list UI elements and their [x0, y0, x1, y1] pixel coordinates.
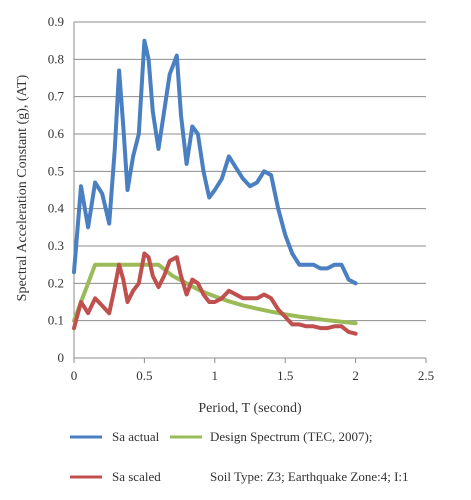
y-tick-label: 0.6: [48, 126, 65, 141]
axes: [73, 22, 427, 363]
y-tick-label: 0.4: [48, 201, 65, 216]
y-tick-label: 0: [58, 350, 65, 365]
x-tick-label: 0.5: [136, 368, 152, 383]
y-tick-labels: 0 0.1 0.2 0.3 0.4 0.5 0.6 0.7 0.8 0.9: [48, 14, 65, 365]
y-tick-label: 0.5: [48, 163, 64, 178]
x-tick-label: 1.5: [277, 368, 293, 383]
series-lines: [72, 38, 358, 336]
x-tick-label: 2: [352, 368, 359, 383]
series-line-design-spectrum-tec-2007: [72, 262, 358, 326]
legend-note: Soil Type: Z3; Earthquake Zone:4; I:1: [210, 469, 409, 484]
series-line-sa-actual: [72, 38, 358, 286]
legend-label-sa-actual: Sa actual: [112, 429, 160, 444]
y-tick-label: 0.1: [48, 313, 64, 328]
grid: [74, 21, 426, 322]
x-axis-label: Period, T (second): [198, 401, 302, 416]
x-tick-label: 1: [212, 368, 219, 383]
x-tick-label: 2.5: [418, 368, 434, 383]
legend-label-design-spectrum: Design Spectrum (TEC, 2007);: [210, 429, 372, 444]
y-tick-label: 0.9: [48, 14, 64, 29]
legend-label-sa-scaled: Sa scaled: [112, 469, 161, 484]
y-tick-label: 0.7: [48, 89, 65, 104]
x-tick-label: 0: [71, 368, 78, 383]
legend: Sa actual Sa scaled Design Spectrum (TEC…: [70, 429, 409, 484]
series-line-sa-scaled: [72, 251, 358, 336]
y-tick-label: 0.3: [48, 238, 64, 253]
y-tick-label: 0.8: [48, 51, 64, 66]
y-axis-label: Spectral Acceleration Constant (g), (AT): [15, 74, 30, 301]
x-tick-labels: 0 0.5 1 1.5 2 2.5: [71, 368, 434, 383]
y-tick-label: 0.2: [48, 275, 64, 290]
